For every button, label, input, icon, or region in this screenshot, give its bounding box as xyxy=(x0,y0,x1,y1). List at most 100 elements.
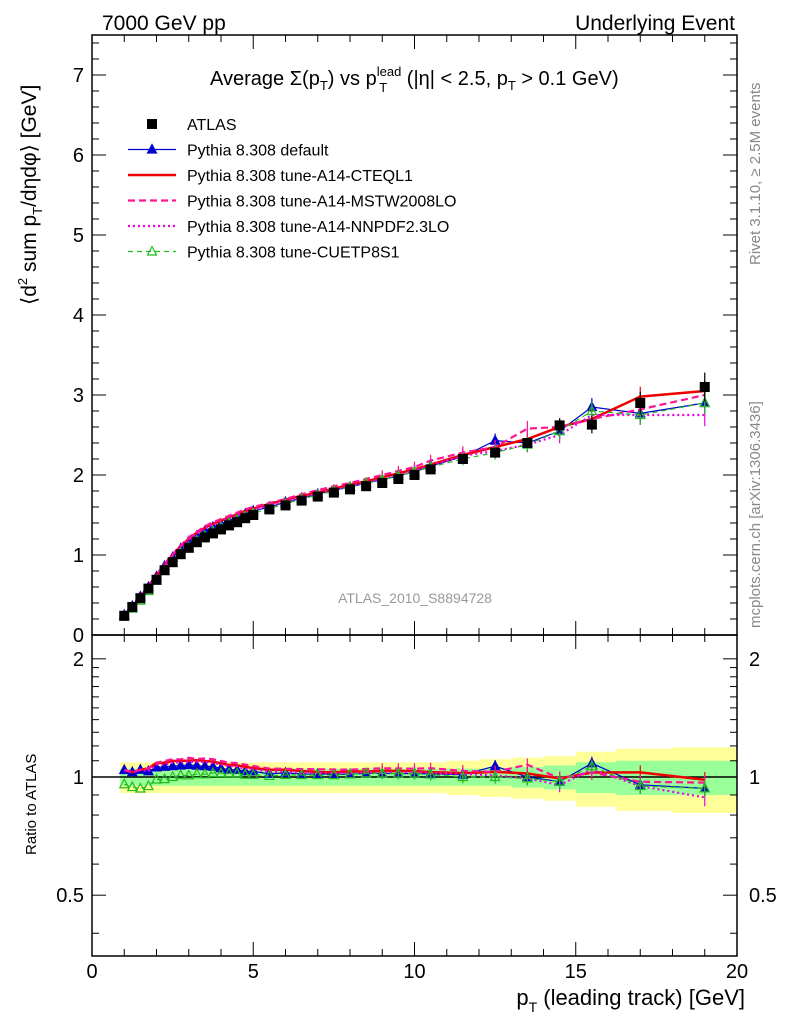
series-5-ratio-marker xyxy=(151,773,162,784)
legend-item-4-label: Pythia 8.308 tune-A14-NNPDF2.3LO xyxy=(187,219,449,236)
legend-item-0-marker xyxy=(147,119,157,129)
ratio-y-tick-label-right: 2 xyxy=(749,649,760,671)
y-tick-label: 7 xyxy=(73,65,84,87)
series-5-ratio-marker xyxy=(376,767,388,778)
series-5-ratio-marker xyxy=(360,767,372,778)
ylabel-mid: sum p xyxy=(18,215,41,278)
legend-item-1-marker xyxy=(146,143,158,154)
series-5-ratio-marker xyxy=(344,767,356,779)
atlas-data-point xyxy=(312,491,323,502)
series-5-ratio-marker xyxy=(296,768,308,780)
x-tick-label: 10 xyxy=(403,961,425,983)
ylabel-sup2: 2 xyxy=(15,278,30,285)
series-5-marker xyxy=(586,404,598,416)
series-5-ratio-marker xyxy=(554,775,566,786)
atlas-data-point xyxy=(248,510,259,520)
series-5-ratio-marker xyxy=(699,782,711,793)
series-5-ratio-marker xyxy=(247,768,259,779)
series-5-ratio-marker xyxy=(134,782,146,793)
series-5-ratio-marker xyxy=(118,777,130,789)
side-label-top: Rivet 3.1.10, ≥ 2.5M events xyxy=(747,83,764,266)
legend-item-5-marker xyxy=(146,245,158,256)
title-close: ) xyxy=(328,68,335,90)
series-5-ratio-marker xyxy=(328,768,340,780)
series-5-marker xyxy=(634,408,646,420)
atlas-data-point xyxy=(207,528,218,539)
analysis-watermark: ATLAS_2010_S8894728 xyxy=(338,590,492,606)
atlas-data-point xyxy=(280,500,291,511)
series-5-ratio-marker xyxy=(521,772,533,783)
series-3-ratio-line xyxy=(123,756,705,784)
y-tick-label: 0 xyxy=(73,625,84,647)
atlas-data-point xyxy=(240,513,251,524)
atlas-data-point xyxy=(224,520,235,531)
ylabel-sub-t: T xyxy=(30,207,45,215)
atlas-data-point xyxy=(183,542,194,553)
xlabel-rest: (leading track) [GeV] xyxy=(537,985,745,1010)
series-5-ratio-marker xyxy=(126,780,138,792)
y-tick-label: 4 xyxy=(73,305,84,327)
x-tick-label: 15 xyxy=(565,961,587,983)
series-5-ratio-marker xyxy=(199,767,211,779)
title-cut1: (|η| < 2.5, p xyxy=(401,68,508,90)
legend-item-3-label: Pythia 8.308 tune-A14-MSTW2008LO xyxy=(187,194,456,211)
atlas-data-point xyxy=(328,487,339,498)
atlas-data-point xyxy=(127,602,138,612)
series-5-ratio-marker xyxy=(207,766,219,778)
ylabel-tail: /dηdφ⟩ [GeV] xyxy=(18,85,41,207)
series-5-ratio-marker xyxy=(159,772,171,784)
main-panel: 0 1 2 3 4 5 6 7 xyxy=(73,34,738,647)
series-5-ratio-marker xyxy=(263,769,275,781)
atlas-data-point xyxy=(216,524,226,535)
series-5-ratio-marker xyxy=(167,770,179,782)
series-5-ratio-marker xyxy=(223,767,235,778)
legend: ATLAS Pythia 8.308 default Pythia 8.308 tu… xyxy=(128,117,456,262)
main-axes: 0 1 2 3 4 5 6 7 xyxy=(73,35,738,647)
atlas-data-point xyxy=(264,504,275,515)
atlas-data-point xyxy=(409,470,420,480)
series-5-ratio-marker xyxy=(425,768,437,779)
series-5-ratio-marker xyxy=(312,768,324,780)
series-5-marker xyxy=(699,396,711,408)
atlas-data-point xyxy=(159,565,170,576)
series-5-ratio-marker xyxy=(409,767,420,778)
series-5-ratio-marker xyxy=(231,767,243,778)
y-tick-label: 6 xyxy=(73,145,84,167)
y-axis-label: ⟨d2 sum pT/dηdφ⟩ [GeV] xyxy=(15,85,45,305)
main-plot-area xyxy=(118,372,711,621)
title-sub-t: T xyxy=(320,78,328,93)
atlas-data-point xyxy=(345,484,355,495)
y-tick-label: 3 xyxy=(73,385,84,407)
series-5-ratio-marker xyxy=(280,768,291,780)
series-5-ratio-marker xyxy=(239,768,251,779)
atlas-data-point xyxy=(143,583,154,594)
legend-item-5-label: Pythia 8.308 tune-CUETP8S1 xyxy=(187,245,400,262)
atlas-data-point xyxy=(175,549,186,560)
atlas-data-point xyxy=(232,517,243,528)
x-tick-label: 20 xyxy=(726,961,748,983)
ratio-panel: 0 5 10 15 20 0.5 0.5 1 1 2 2 xyxy=(56,634,777,983)
atlas-data-point xyxy=(296,495,307,506)
title-sigma: Σ(p xyxy=(290,68,320,90)
header-right: Underlying Event xyxy=(575,12,735,35)
series-1-ratio-marker xyxy=(183,758,195,770)
atlas-data-point xyxy=(457,454,468,464)
title-sub-t3: T xyxy=(508,78,516,93)
series-1-ratio-marker xyxy=(167,759,179,771)
title-sub-t2: T xyxy=(379,80,387,95)
title-sup-lead: lead xyxy=(377,64,402,79)
ratio-y-tick-label: 0.5 xyxy=(56,885,84,907)
series-5-ratio-marker xyxy=(175,769,187,780)
ylabel-open: ⟨d xyxy=(18,285,41,305)
ratio-y-tick-label-right: 1 xyxy=(749,767,760,789)
series-5-ratio-marker xyxy=(634,779,646,791)
xlabel-p: p xyxy=(516,985,528,1010)
series-1-ratio-marker xyxy=(151,761,162,772)
legend-item-2-label: Pythia 8.308 tune-A14-CTEQL1 xyxy=(187,168,413,185)
atlas-data-point xyxy=(151,574,162,585)
series-5-ratio-marker xyxy=(586,760,598,771)
ratio-y-tick-label-right: 0.5 xyxy=(749,885,777,907)
y-tick-label: 5 xyxy=(73,225,84,247)
atlas-data-point xyxy=(377,478,388,488)
